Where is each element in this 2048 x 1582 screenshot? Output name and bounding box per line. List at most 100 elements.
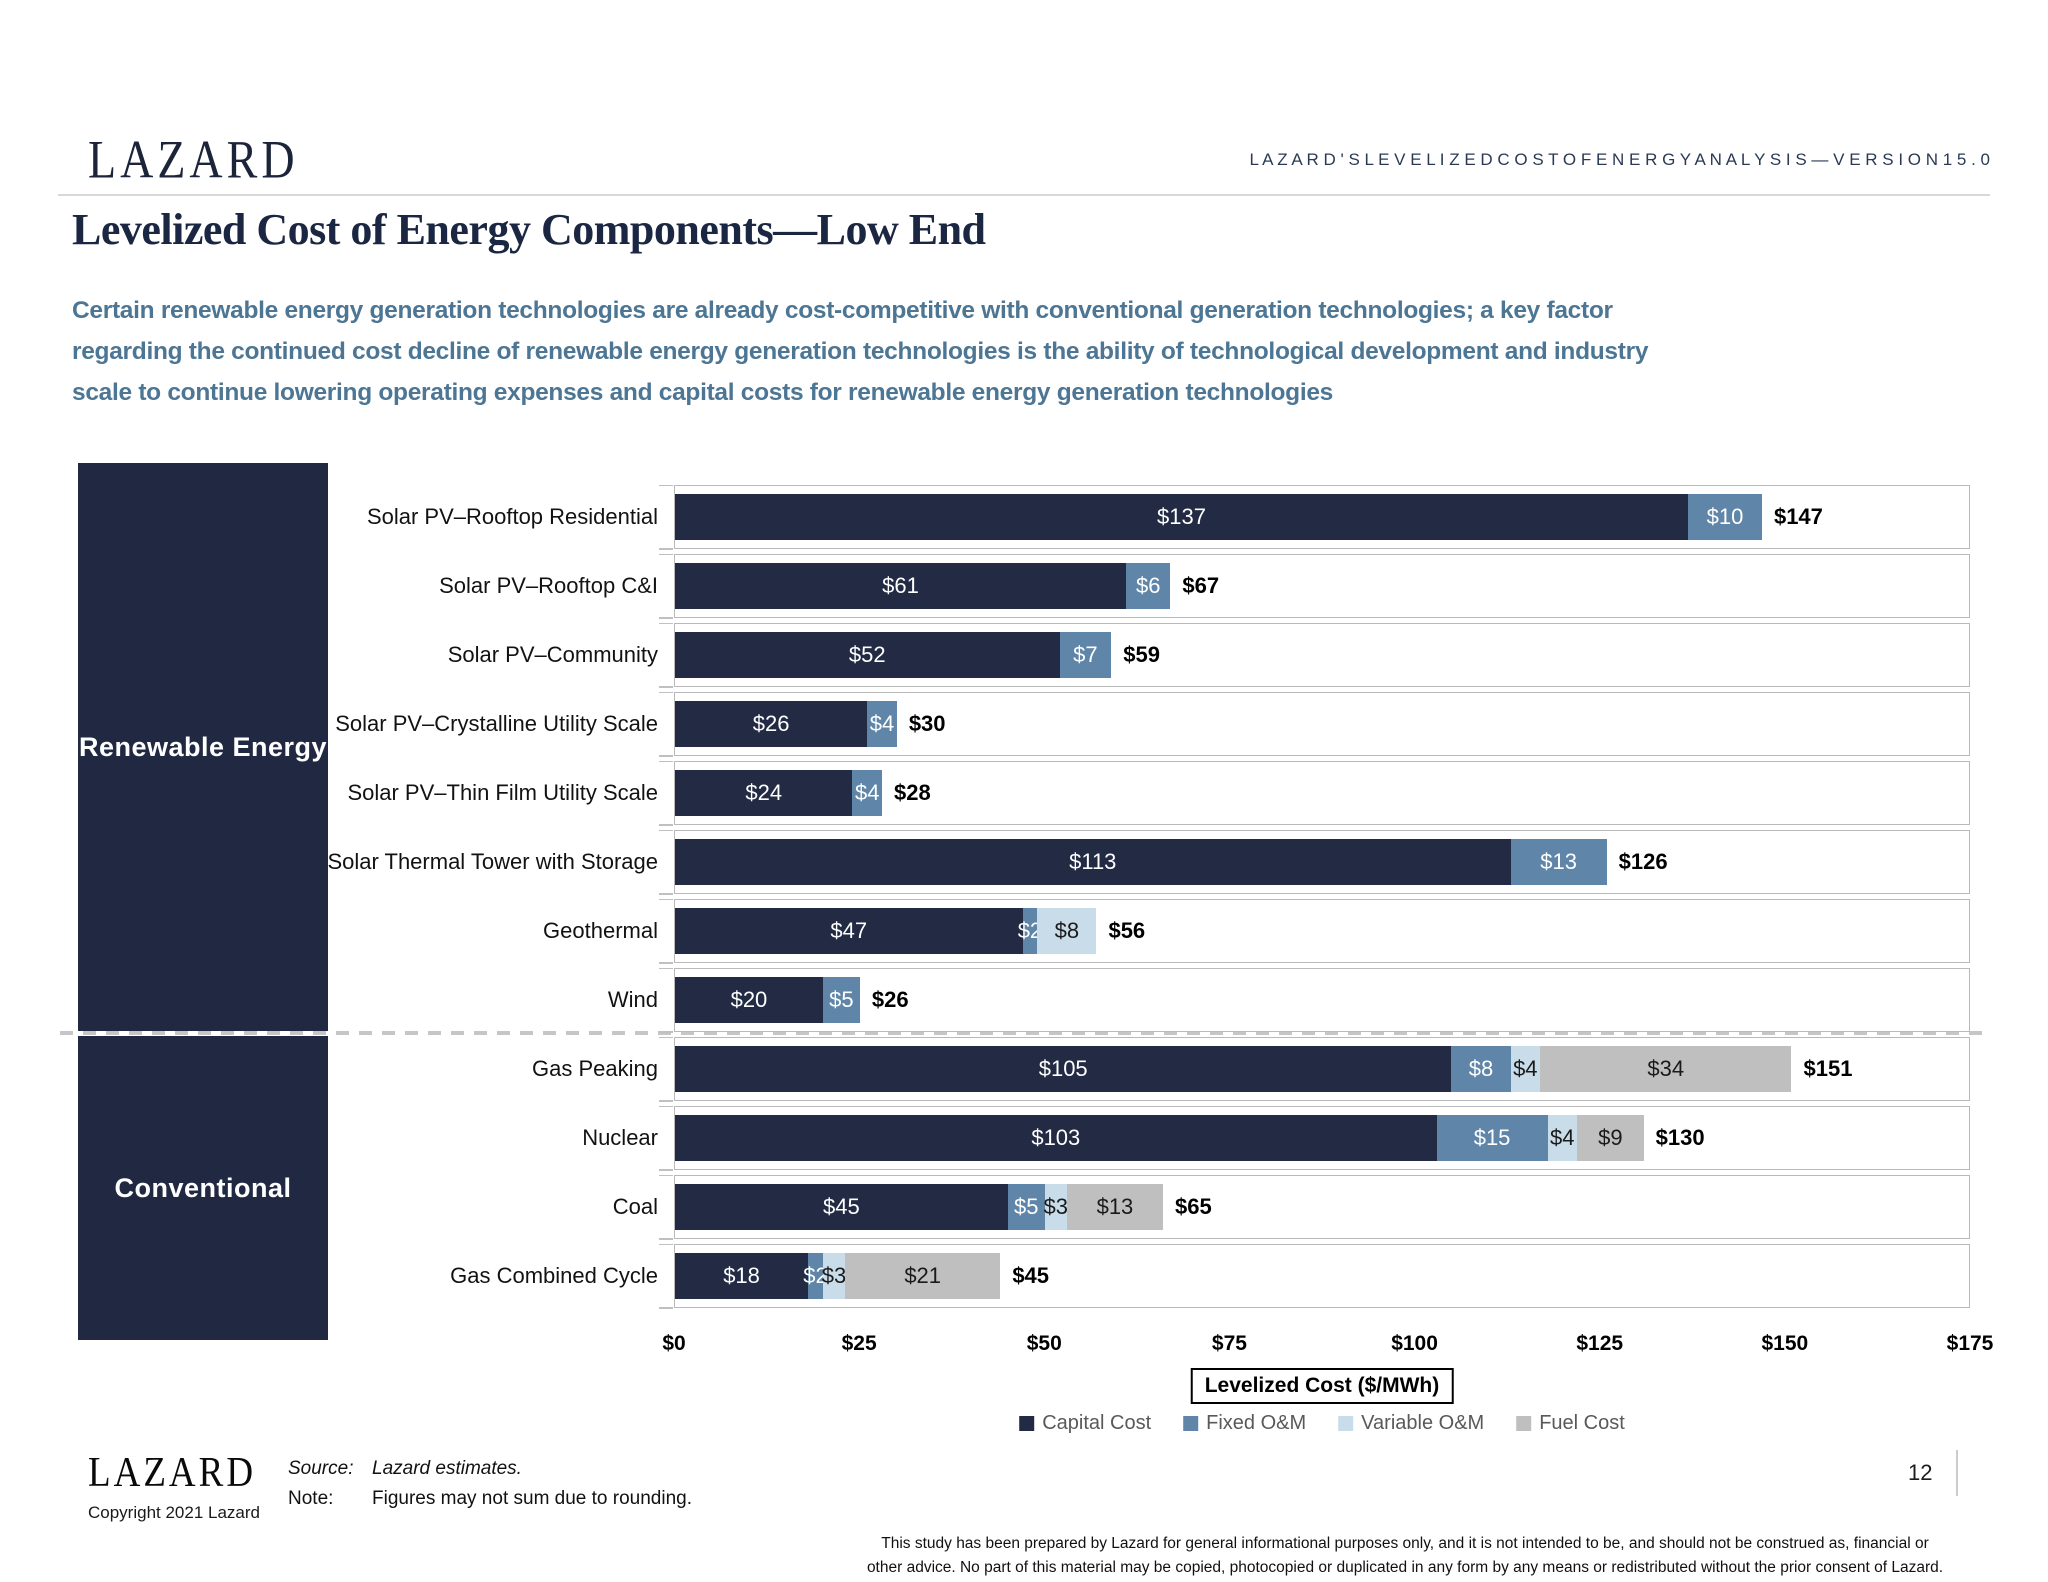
stacked-bar: $137 $10 $147 <box>675 494 1969 540</box>
bar-segment-fixed: $5 <box>1007 1184 1045 1230</box>
page-title: Levelized Cost of Energy Components—Low … <box>72 205 986 254</box>
row-track: $47 $2 $8 $56 <box>659 898 1970 964</box>
segment-value-label: $9 <box>1598 1125 1623 1150</box>
bar-total-label: $126 <box>1618 849 1668 874</box>
footer-source-label: Source: <box>288 1458 354 1479</box>
bar-segment-capital: $137 <box>675 494 1689 540</box>
legend-label: Capital Cost <box>1042 1412 1152 1434</box>
x-tick-label: $150 <box>1761 1332 1809 1355</box>
footer-source-text: Lazard estimates. <box>372 1458 522 1479</box>
row-track: $20 $5 $26 <box>659 967 1970 1033</box>
segment-value-label: $24 <box>745 780 783 805</box>
row-label: Solar PV–Community <box>447 642 658 667</box>
bar-segment-capital: $113 <box>675 839 1511 885</box>
stacked-bar: $20 $5 $26 <box>675 977 1969 1023</box>
row-label: Coal <box>612 1194 658 1219</box>
chart-row: Solar PV–Community $52 $7 $59 <box>0 622 2048 688</box>
bar-total-label: $59 <box>1123 642 1160 667</box>
bar-segment-fuel: $34 <box>1540 1046 1792 1092</box>
x-tick-label: $100 <box>1391 1332 1438 1355</box>
stacked-bar: $103 $15 $4 $9 $130 <box>675 1115 1969 1161</box>
x-tick-label: $50 <box>1026 1332 1062 1355</box>
row-label: Solar PV–Crystalline Utility Scale <box>335 711 658 736</box>
segment-value-label: $34 <box>1647 1056 1685 1081</box>
legend-item: Fixed O&M <box>1183 1412 1306 1435</box>
footer-source-note: Source: Lazard estimates. Note: Figures … <box>288 1458 692 1518</box>
stacked-bar: $24 $4 $28 <box>675 770 1969 816</box>
stacked-bar: $47 $2 $8 $56 <box>675 908 1969 954</box>
chart-row: Solar PV–Crystalline Utility Scale $26 $4 $… <box>0 691 2048 757</box>
segment-value-label: $4 <box>854 780 880 805</box>
bar-segment-fixed: $10 <box>1688 494 1762 540</box>
legend-item: Variable O&M <box>1338 1412 1484 1435</box>
segment-value-label: $5 <box>829 987 854 1012</box>
segment-value-label: $15 <box>1473 1125 1511 1150</box>
segment-value-label: $4 <box>1550 1125 1575 1150</box>
bar-total-label: $26 <box>871 987 909 1012</box>
legend-label: Variable O&M <box>1361 1412 1485 1434</box>
bar-segment-capital: $24 <box>675 770 853 816</box>
bar-segment-capital: $103 <box>675 1115 1437 1161</box>
x-tick-label: $0 <box>662 1332 686 1355</box>
segment-value-label: $8 <box>1054 918 1080 943</box>
stacked-bar: $105 $8 $4 $34 $151 <box>675 1046 1969 1092</box>
segment-value-label: $137 <box>1157 504 1206 529</box>
row-track: $61 $6 $67 <box>659 553 1970 619</box>
bar-segment-fixed: $4 <box>852 770 883 816</box>
segment-value-label: $45 <box>823 1194 860 1219</box>
segment-value-label: $18 <box>723 1263 760 1288</box>
chart-row: Solar PV–Rooftop C&I $61 $6 $67 <box>0 553 2048 619</box>
bar-segment-capital: $18 <box>675 1253 809 1299</box>
sidebar-group-label: Conventional <box>114 1172 292 1203</box>
bar-segment-fuel: $21 <box>845 1253 1001 1299</box>
header-rule <box>58 194 1990 196</box>
segment-value-label: $13 <box>1096 1194 1134 1219</box>
segment-value-label: $47 <box>830 918 868 943</box>
row-track: $137 $10 $147 <box>659 484 1970 550</box>
segment-value-label: $105 <box>1038 1056 1088 1081</box>
segment-value-label: $5 <box>1013 1194 1039 1219</box>
segment-value-label: $26 <box>752 711 790 736</box>
x-axis-title-box: Levelized Cost ($/MWh) <box>1190 1368 1454 1404</box>
page-number-divider <box>1956 1450 1958 1496</box>
bar-segment-fixed: $2 <box>803 1253 828 1299</box>
stacked-bar: $45 $5 $3 $13 $65 <box>675 1184 1969 1230</box>
legend: Capital Cost Fixed O&M Variable O&M Fuel Co… <box>1019 1412 1625 1435</box>
segment-value-label: $61 <box>882 573 919 598</box>
renewable-conventional-divider <box>60 1031 1992 1035</box>
legend-swatch <box>1019 1416 1035 1431</box>
subtitle-line: regarding the continued cost decline of … <box>72 338 1649 365</box>
chart-row: Gas Combined Cycle $18 $2 $3 $21 $45 <box>0 1243 2048 1309</box>
bar-segment-fixed: $2 <box>1018 908 1042 954</box>
stacked-bar: $18 $2 $3 $21 $45 <box>675 1253 1969 1299</box>
row-label: Nuclear <box>582 1125 658 1150</box>
bar-segment-capital: $45 <box>675 1184 1008 1230</box>
row-track: $103 $15 $4 $9 $130 <box>659 1105 1970 1171</box>
footer-note-label: Note: <box>288 1488 334 1509</box>
bar-segment-fuel: $9 <box>1577 1115 1644 1161</box>
footer-note-text: Figures may not sum due to rounding. <box>372 1488 693 1509</box>
bar-segment-variable: $3 <box>822 1253 846 1299</box>
legend-item: Fuel Cost <box>1516 1412 1625 1435</box>
segment-value-label: $103 <box>1031 1125 1081 1150</box>
bar-total-label: $28 <box>894 780 931 805</box>
segment-value-label: $4 <box>1513 1056 1538 1081</box>
row-track: $24 $4 $28 <box>659 760 1970 826</box>
row-track: $52 $7 $59 <box>659 622 1970 688</box>
segment-value-label: $8 <box>1468 1056 1494 1081</box>
bar-segment-capital: $47 <box>675 908 1023 954</box>
legend-label: Fixed O&M <box>1206 1412 1307 1434</box>
sidebar-group-label: Renewable Energy <box>78 731 328 762</box>
legend-label: Fuel Cost <box>1539 1412 1625 1434</box>
segment-value-label: $4 <box>869 711 895 736</box>
row-label: Solar PV–Rooftop C&I <box>439 573 658 598</box>
bar-segment-fixed: $5 <box>822 977 860 1023</box>
bar-segment-variable: $8 <box>1037 908 1097 954</box>
row-label: Solar PV–Rooftop Residential <box>366 504 658 529</box>
sidebar-group-renewable: Renewable Energy <box>78 463 328 1031</box>
row-label: Gas Combined Cycle <box>450 1263 658 1288</box>
segment-value-label: $21 <box>904 1263 942 1288</box>
chart-row: Wind $20 $5 $26 <box>0 967 2048 1033</box>
bar-total-label: $147 <box>1773 504 1823 529</box>
stacked-bar: $61 $6 $67 <box>675 563 1969 609</box>
